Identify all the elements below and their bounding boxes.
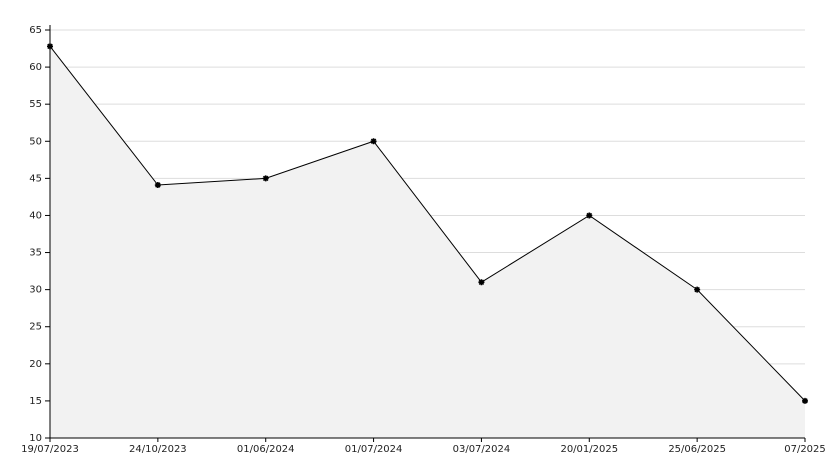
y-tick-label: 30 bbox=[29, 285, 42, 296]
marker bbox=[478, 279, 485, 286]
marker bbox=[47, 43, 53, 50]
x-tick-label: 07/2025 bbox=[784, 444, 826, 455]
y-tick-label: 20 bbox=[29, 359, 42, 370]
x-tick-label: 01/07/2024 bbox=[345, 444, 403, 455]
x-tick-label: 03/07/2024 bbox=[453, 444, 511, 455]
marker bbox=[802, 397, 808, 404]
x-tick-label: 01/06/2024 bbox=[237, 444, 295, 455]
marker bbox=[262, 175, 269, 182]
y-tick-label: 50 bbox=[29, 136, 42, 147]
y-tick-label: 35 bbox=[29, 248, 42, 259]
line bbox=[49, 46, 806, 402]
x-tick-label: 24/10/2023 bbox=[129, 444, 187, 455]
y-tick-label: 10 bbox=[29, 433, 42, 444]
y-tick-label: 40 bbox=[29, 210, 42, 221]
marker bbox=[694, 286, 701, 293]
y-tick-label: 55 bbox=[29, 99, 42, 110]
marker bbox=[370, 138, 377, 145]
area-fill bbox=[50, 46, 805, 438]
y-tick-label: 25 bbox=[29, 322, 42, 333]
y-tick-label: 15 bbox=[29, 396, 42, 407]
y-tick-label: 60 bbox=[29, 62, 42, 73]
x-tick-label: 19/07/2023 bbox=[21, 444, 79, 455]
x-tick-label: 20/01/2025 bbox=[560, 444, 618, 455]
y-tick-label: 65 bbox=[29, 25, 42, 36]
y-tick-label: 45 bbox=[29, 173, 42, 184]
marker bbox=[154, 182, 161, 189]
marker bbox=[586, 212, 593, 219]
x-tick-label: 25/06/2025 bbox=[668, 444, 726, 455]
